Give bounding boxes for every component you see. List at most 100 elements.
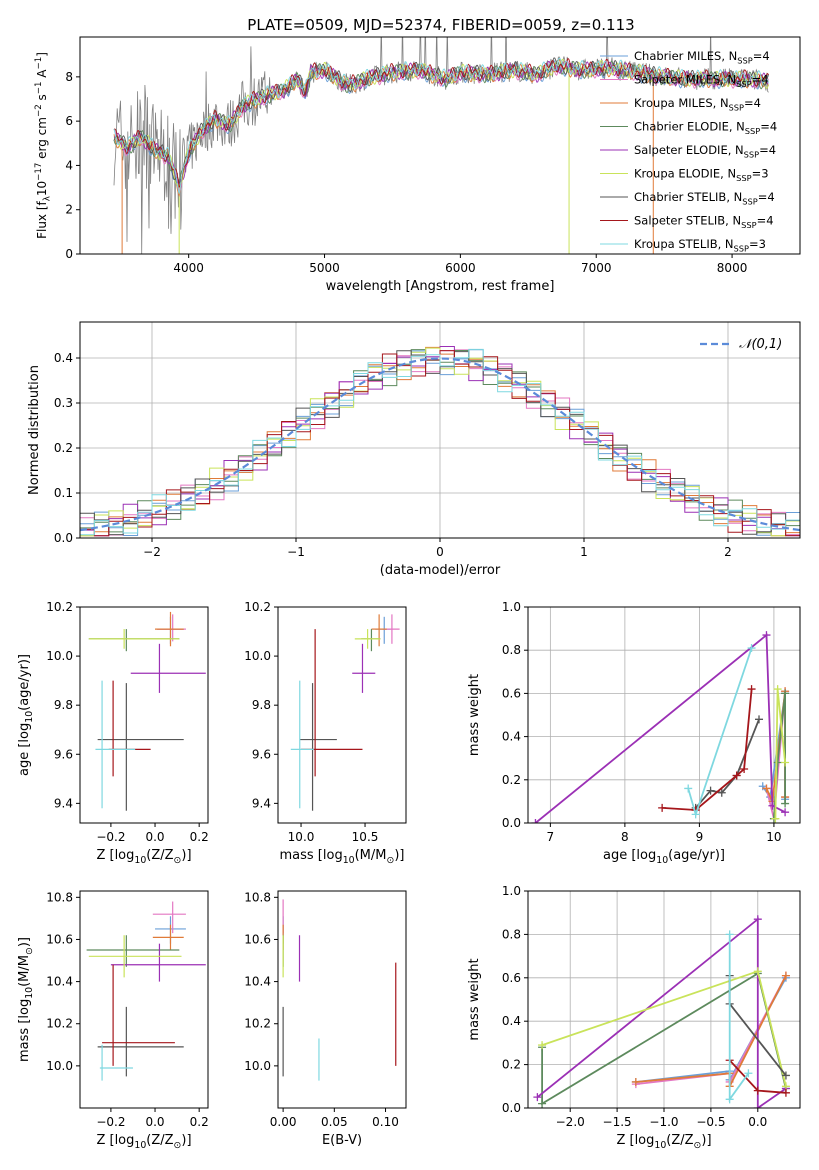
x-tick-label: −1.5: [603, 1115, 632, 1129]
histogram-step-kroupa-stelib: [80, 348, 800, 536]
weight-point-marker: [531, 819, 540, 823]
y-axis-label-part: 10: [35, 181, 49, 196]
x-tick-label: 0.0: [145, 830, 164, 844]
x-axis-label-part: )]: [394, 848, 404, 863]
y-axis-label-part: mass weight: [467, 674, 482, 756]
y-tick-label: 0.2: [502, 1058, 521, 1072]
weight-point-marker: [538, 1041, 547, 1050]
legend: Chabrier MILES, NSSP​=4 Salpeter MILES, N…: [600, 49, 777, 253]
y-tick-label: 6: [65, 114, 73, 128]
x-tick-label: 8000: [717, 261, 748, 275]
weight-point-marker: [781, 689, 790, 698]
x-axis-label: Z [log10​(Z/Z⊙​)]: [616, 1133, 711, 1151]
y-axis-label-part: −17: [34, 163, 44, 181]
legend-entry: Chabrier ELODIE, NSSP​=4: [634, 120, 777, 136]
y-axis-label: Flux [fλ​10−17​ erg cm−2​ s−1​ A−1​]: [34, 52, 52, 239]
y-tick-label: 0.8: [502, 643, 521, 657]
weight-point-marker: [631, 1077, 640, 1086]
y-axis-label-part: mass [log: [17, 999, 32, 1062]
panel-z-weight: −2.0 −1.5 −1.0 −0.5 0.0 0.0 0.2 0.4 0.6 0.8 1.0 Z […: [467, 884, 801, 1151]
legend-entry-part: =3: [752, 167, 769, 181]
y-tick-label: 0.0: [502, 816, 521, 830]
x-tick-label: 6000: [445, 261, 476, 275]
x-axis-label: (data-model)/error: [380, 563, 501, 578]
x-axis-label-part: 10: [134, 1140, 146, 1151]
y-tick-label: 0.0: [54, 531, 73, 545]
y-tick-label: 0.4: [502, 1014, 521, 1028]
y-axis-label-part: ⊙: [24, 947, 35, 955]
weight-point-marker: [762, 631, 771, 640]
weight-point-marker: [771, 814, 780, 823]
weight-line-salpeter-elodie: [534, 633, 786, 823]
y-tick-label: 10.8: [46, 890, 73, 904]
y-axis-label-part: A: [35, 69, 49, 82]
x-axis-label-part: age [log: [603, 848, 656, 863]
x-tick-label: −2: [143, 545, 161, 559]
y-tick-label: 0: [65, 247, 73, 261]
weight-point-marker: [781, 1071, 790, 1080]
y-axis-label: mass weight: [467, 958, 482, 1040]
plot-area: [86, 901, 206, 1081]
y-axis-label-part: Normed distribution: [27, 365, 42, 495]
y-tick-label: 8: [65, 70, 73, 84]
x-tick-label: 0.0: [748, 1115, 767, 1129]
x-tick-label: 5000: [309, 261, 340, 275]
gaussian-curve-line: [80, 357, 800, 532]
legend-entry: Kroupa ELODIE, NSSP​=3: [634, 167, 769, 183]
x-axis-label: E(B-V): [322, 1133, 362, 1148]
y-axis-label-part: 10: [24, 987, 35, 999]
weight-point-marker: [658, 803, 667, 812]
axes-frame: [277, 890, 407, 1109]
x-tick-label: 10.0: [288, 830, 315, 844]
y-axis-label-part: age [log: [17, 723, 32, 776]
y-axis-label-part: (M/M: [17, 955, 32, 987]
y-tick-label: 0.3: [54, 396, 73, 410]
x-axis-label-part: 10: [654, 1140, 666, 1151]
x-axis-label-part: wavelength [Angstrom, rest frame]: [326, 279, 555, 294]
weight-point-marker: [781, 1088, 790, 1097]
weight-point-marker: [753, 915, 762, 924]
legend-entry-part: Chabrier ELODIE, N: [634, 120, 745, 134]
panel-z-age: −0.2 0.0 0.2 9.4 9.6 9.8 10.0 10.2 Z [log10​(Z/Z…: [17, 600, 209, 866]
weight-point-marker: [747, 644, 756, 653]
axes-frame: [277, 606, 407, 824]
weight-point-marker: [740, 765, 749, 773]
y-tick-label: 1.0: [502, 884, 521, 898]
x-tick-label: −0.2: [96, 830, 125, 844]
plot-area: [88, 611, 206, 811]
figure-title: PLATE=0509, MJD=52374, FIBERID=0059, z=0…: [247, 16, 634, 34]
weight-point-marker: [773, 685, 782, 694]
weight-point-marker: [684, 784, 693, 793]
x-axis-label-part: (M/M: [355, 848, 387, 863]
legend-entry-part: SSP: [729, 102, 744, 112]
x-axis-label-part: )]: [181, 848, 191, 863]
weight-point-marker: [781, 799, 790, 808]
x-axis-label-part: (age/yr)]: [668, 848, 725, 863]
y-axis-label-part: ]: [35, 52, 49, 57]
y-axis-label-part: −1: [34, 57, 44, 70]
y-tick-label: 10.0: [244, 1059, 271, 1073]
x-axis-label-part: ⊙: [174, 1140, 182, 1151]
panel-mass-age: 10.0 10.5 9.4 9.6 9.8 10.0 10.2 mass [log10​(M/…: [244, 600, 407, 866]
plot-area: [113, 37, 769, 254]
x-axis-label-part: (Z/Z: [146, 1133, 173, 1148]
legend-entry-part: SSP: [742, 196, 757, 206]
legend-entry-part: SSP: [741, 220, 756, 230]
y-tick-label: 10.0: [46, 649, 73, 663]
plot-area: [290, 614, 400, 811]
y-axis-label-part: s: [35, 94, 49, 104]
x-axis-label: Z [log10​(Z/Z⊙​)]: [96, 848, 191, 866]
y-tick-label: 9.8: [54, 698, 73, 712]
x-tick-label: 7000: [581, 261, 612, 275]
y-tick-label: 0.8: [502, 927, 521, 941]
weight-point-marker: [773, 758, 782, 767]
weight-point-marker: [538, 1099, 547, 1108]
legend-entry: Chabrier STELIB, NSSP​=4: [634, 190, 775, 206]
weight-point-marker: [732, 771, 741, 780]
y-axis-label-part: −1: [34, 82, 44, 95]
y-axis-label-part: erg cm: [35, 117, 49, 163]
x-axis-label-part: E(B-V): [322, 1133, 362, 1148]
x-axis-label-part: 10: [656, 855, 668, 866]
legend-entry-part: SSP: [736, 173, 751, 183]
weight-point-marker: [725, 930, 734, 939]
